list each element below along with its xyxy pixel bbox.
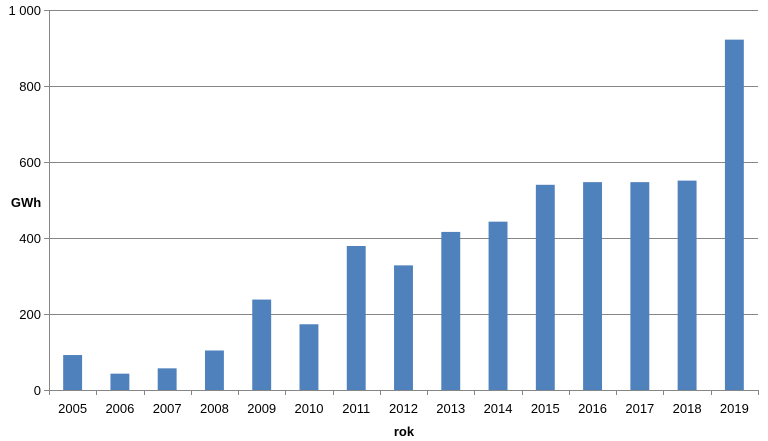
x-tick-label: 2005	[58, 401, 87, 416]
bar-2010	[299, 324, 319, 390]
bar-2019	[724, 39, 744, 390]
x-axis-label: rok	[394, 424, 415, 439]
bar-2012	[394, 265, 413, 390]
x-tick-label: 2018	[673, 401, 702, 416]
x-tick-labels: 2005 2006 2007 2008 2009 2010 2011 2012 2013 2014…	[58, 401, 749, 416]
y-tick-label: 400	[19, 231, 41, 246]
y-axis-label: GWh	[11, 195, 41, 210]
bar-2005	[63, 355, 83, 390]
x-tick-label: 2014	[484, 401, 513, 416]
bar-2015	[535, 184, 555, 390]
bar-2006	[110, 373, 130, 390]
x-tick-label: 2007	[153, 401, 182, 416]
x-tick-label: 2012	[389, 401, 418, 416]
x-tick-label: 2008	[200, 401, 229, 416]
x-tick-label: 2015	[531, 401, 560, 416]
x-tick-label: 2019	[720, 401, 749, 416]
x-tick-label: 2011	[342, 401, 370, 416]
y-tick-labels: 0 200 400 600 800 1 000	[8, 3, 41, 398]
bar-2011	[346, 245, 366, 390]
bar-2017	[630, 182, 650, 390]
x-tick-label: 2006	[105, 401, 134, 416]
y-tick-label: 600	[19, 155, 41, 170]
x-tick-label: 2009	[247, 401, 276, 416]
bar-2014	[488, 221, 508, 390]
bar-series	[63, 39, 744, 390]
y-tick-label: 1 000	[8, 3, 41, 18]
bar-2016	[583, 182, 603, 390]
bar-2009	[252, 299, 272, 390]
x-tick-label: 2017	[625, 401, 654, 416]
x-tick-label: 2016	[578, 401, 607, 416]
y-tick-label: 0	[34, 383, 41, 398]
bar-2018	[677, 180, 697, 390]
bar-2007	[157, 368, 177, 390]
bar-2008	[204, 350, 224, 390]
x-tick-label: 2010	[295, 401, 324, 416]
y-tick-label: 200	[19, 307, 41, 322]
y-tick-label: 800	[19, 79, 41, 94]
x-tick-label: 2013	[436, 401, 465, 416]
axes	[44, 10, 759, 395]
bar-2013	[441, 231, 461, 390]
